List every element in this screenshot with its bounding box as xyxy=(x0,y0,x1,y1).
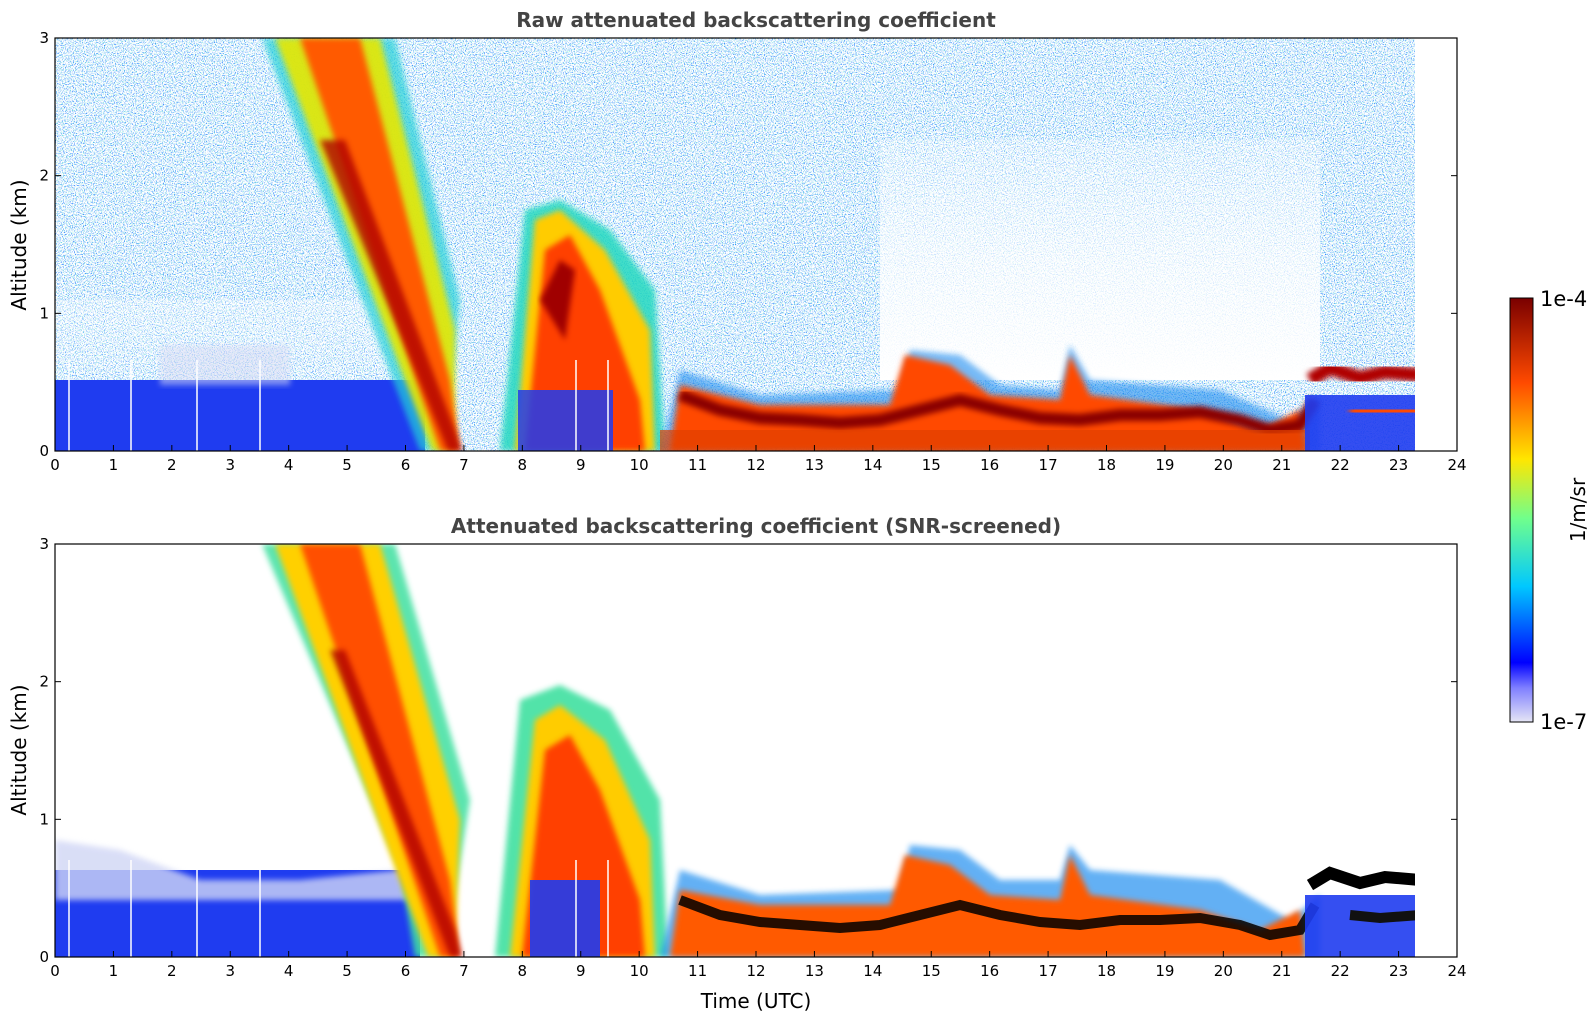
heatmap xyxy=(55,544,1457,957)
elevated-layer-low xyxy=(1349,910,1421,924)
chart-title: Raw attenuated backscattering coefficien… xyxy=(516,8,996,32)
x-tick-label: 11 xyxy=(688,962,707,980)
y-tick-label: 2 xyxy=(39,673,49,691)
x-tick-label: 8 xyxy=(518,962,528,980)
cloud-band-dark xyxy=(330,650,462,957)
x-tick-label: 21 xyxy=(1272,962,1291,980)
x-tick-label: 20 xyxy=(1214,962,1233,980)
y-tick-label: 0 xyxy=(39,948,49,966)
x-tick-label: 10 xyxy=(630,456,649,474)
x-tick-label: 1 xyxy=(109,962,119,980)
x-tick-label: 16 xyxy=(980,962,999,980)
aerosol-haze xyxy=(160,345,290,385)
x-tick-label: 6 xyxy=(401,962,411,980)
x-tick-label: 17 xyxy=(1039,962,1058,980)
colorbar-gradient xyxy=(1509,297,1534,723)
elevated-layer-low xyxy=(1349,403,1421,420)
panel-raw: Raw attenuated backscattering coefficien… xyxy=(7,8,1467,474)
y-tick-label: 1 xyxy=(39,304,49,322)
colorbar-max-label: 1e-4 xyxy=(1540,287,1587,311)
bl-bottom-fill xyxy=(660,430,1310,451)
x-tick-label: 19 xyxy=(1155,962,1174,980)
x-tick-label: 6 xyxy=(401,456,411,474)
x-tick-label: 2 xyxy=(167,962,177,980)
clear-sky-mask xyxy=(880,140,1320,380)
y-tick-label: 0 xyxy=(39,442,49,460)
x-tick-label: 13 xyxy=(805,962,824,980)
y-tick-label: 3 xyxy=(39,535,49,553)
night-blue xyxy=(1305,895,1420,957)
x-tick-label: 22 xyxy=(1331,962,1350,980)
x-tick-label: 1 xyxy=(109,456,119,474)
x-tick-label: 3 xyxy=(225,456,235,474)
night-blue xyxy=(1305,395,1420,451)
x-tick-label: 7 xyxy=(459,962,469,980)
elevated-layer xyxy=(1306,866,1421,891)
y-tick-label: 1 xyxy=(39,810,49,828)
blue-gap xyxy=(530,880,600,957)
x-tick-label: 14 xyxy=(863,456,882,474)
axis-ticks: 0 1 2 3 4 5 6 7 8 9 10 11 12 13 14 15 16 17 18 19 20 21 22 23 24… xyxy=(39,535,1466,980)
colorbar-min-label: 1e-7 xyxy=(1540,710,1587,734)
x-tick-label: 21 xyxy=(1272,456,1291,474)
y-axis-label: Altitude (km) xyxy=(7,684,31,815)
x-tick-label: 0 xyxy=(50,962,60,980)
no-data-strip xyxy=(1415,38,1457,451)
x-tick-label: 24 xyxy=(1447,962,1466,980)
y-tick-label: 3 xyxy=(39,29,49,47)
convective-dark xyxy=(540,260,575,340)
x-tick-label: 14 xyxy=(863,962,882,980)
x-tick-label: 4 xyxy=(284,962,294,980)
y-axis-label: Altitude (km) xyxy=(7,179,31,310)
x-tick-label: 24 xyxy=(1447,456,1466,474)
aerosol-haze xyxy=(55,840,410,900)
x-tick-label: 20 xyxy=(1214,456,1233,474)
x-tick-label: 22 xyxy=(1331,456,1350,474)
axis-ticks: 0 1 2 3 4 5 6 7 8 9 10 11 12 13 14 15 16 17 18 19 20 21 22 23 24… xyxy=(39,29,1466,474)
x-tick-label: 5 xyxy=(342,456,352,474)
x-tick-label: 2 xyxy=(167,456,177,474)
x-tick-label: 10 xyxy=(630,962,649,980)
x-tick-label: 4 xyxy=(284,456,294,474)
heatmap xyxy=(55,38,1457,451)
x-tick-label: 11 xyxy=(688,456,707,474)
x-tick-label: 18 xyxy=(1097,962,1116,980)
colorbar: 1e-4 1e-7 1/m/sr xyxy=(1509,287,1590,734)
x-tick-label: 23 xyxy=(1389,962,1408,980)
blue-gap xyxy=(518,390,613,451)
x-tick-label: 5 xyxy=(342,962,352,980)
x-tick-label: 15 xyxy=(922,962,941,980)
x-tick-label: 23 xyxy=(1389,456,1408,474)
x-tick-label: 16 xyxy=(980,456,999,474)
x-tick-label: 12 xyxy=(746,456,765,474)
x-tick-label: 0 xyxy=(50,456,60,474)
y-tick-label: 2 xyxy=(39,167,49,185)
elevated-layer xyxy=(1306,360,1421,387)
colorbar-unit-label: 1/m/sr xyxy=(1566,477,1590,542)
bl-top-line xyxy=(678,895,1320,941)
no-data-strip xyxy=(1415,544,1457,957)
panel-screened: Attenuated backscattering coefficient (S… xyxy=(7,514,1467,1013)
x-tick-label: 17 xyxy=(1039,456,1058,474)
x-tick-label: 18 xyxy=(1097,456,1116,474)
x-tick-label: 19 xyxy=(1155,456,1174,474)
bl-top-line xyxy=(677,389,1321,437)
cloud-band-dark xyxy=(320,140,462,451)
x-tick-label: 3 xyxy=(225,962,235,980)
x-tick-label: 13 xyxy=(805,456,824,474)
x-tick-label: 15 xyxy=(922,456,941,474)
x-tick-label: 9 xyxy=(576,456,586,474)
x-tick-label: 7 xyxy=(459,456,469,474)
x-tick-label: 12 xyxy=(746,962,765,980)
x-axis-label: Time (UTC) xyxy=(700,989,812,1013)
boundary-layer-blue xyxy=(55,380,425,451)
x-tick-label: 9 xyxy=(576,962,586,980)
x-tick-label: 8 xyxy=(518,456,528,474)
chart-title: Attenuated backscattering coefficient (S… xyxy=(451,514,1061,538)
